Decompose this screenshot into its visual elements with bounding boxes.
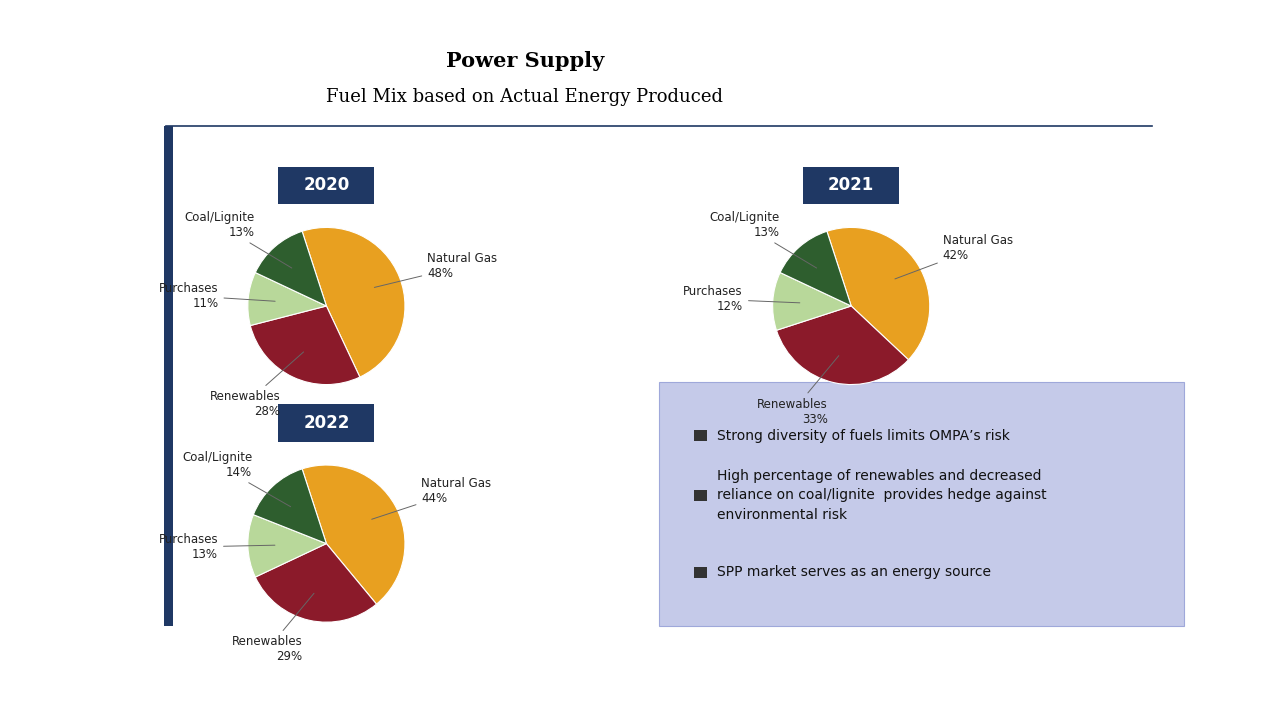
Bar <box>164 126 173 626</box>
Text: 2022: 2022 <box>303 414 349 432</box>
Wedge shape <box>773 273 851 330</box>
Text: Fuel Mix based on Actual Energy Produced: Fuel Mix based on Actual Energy Produced <box>326 89 723 107</box>
Text: Power Supply: Power Supply <box>445 51 604 71</box>
Bar <box>694 490 707 501</box>
Bar <box>694 430 707 441</box>
Text: SPP market serves as an energy source: SPP market serves as an energy source <box>717 565 991 580</box>
Wedge shape <box>302 465 404 604</box>
Bar <box>694 567 707 578</box>
Text: Natural Gas
44%: Natural Gas 44% <box>371 477 492 519</box>
Text: Renewables
28%: Renewables 28% <box>210 352 303 418</box>
FancyBboxPatch shape <box>279 405 374 442</box>
Text: Renewables
33%: Renewables 33% <box>756 356 838 426</box>
FancyBboxPatch shape <box>279 167 374 204</box>
Wedge shape <box>251 306 360 384</box>
Text: 2021: 2021 <box>828 176 874 194</box>
Text: Coal/Lignite
13%: Coal/Lignite 13% <box>709 211 817 268</box>
Text: Purchases
12%: Purchases 12% <box>684 285 800 313</box>
Wedge shape <box>255 544 376 622</box>
FancyBboxPatch shape <box>804 167 900 204</box>
FancyBboxPatch shape <box>659 382 1184 626</box>
Text: Strong diversity of fuels limits OMPA’s risk: Strong diversity of fuels limits OMPA’s … <box>717 428 1010 443</box>
Wedge shape <box>253 469 326 544</box>
Text: Coal/Lignite
14%: Coal/Lignite 14% <box>182 451 291 507</box>
Wedge shape <box>777 306 909 384</box>
Text: 2020: 2020 <box>303 176 349 194</box>
Wedge shape <box>780 231 851 306</box>
Text: Natural Gas
48%: Natural Gas 48% <box>374 252 498 287</box>
Text: Coal/Lignite
13%: Coal/Lignite 13% <box>184 211 292 268</box>
Text: Natural Gas
42%: Natural Gas 42% <box>895 234 1012 279</box>
Text: Renewables
29%: Renewables 29% <box>232 593 314 663</box>
Wedge shape <box>827 228 929 360</box>
Text: Purchases
11%: Purchases 11% <box>159 282 275 310</box>
Wedge shape <box>255 231 326 306</box>
Wedge shape <box>248 273 326 325</box>
Text: High percentage of renewables and decreased
reliance on coal/lignite  provides h: High percentage of renewables and decrea… <box>717 469 1047 522</box>
Wedge shape <box>302 228 404 377</box>
Wedge shape <box>248 515 326 577</box>
Text: Purchases
13%: Purchases 13% <box>159 533 275 561</box>
